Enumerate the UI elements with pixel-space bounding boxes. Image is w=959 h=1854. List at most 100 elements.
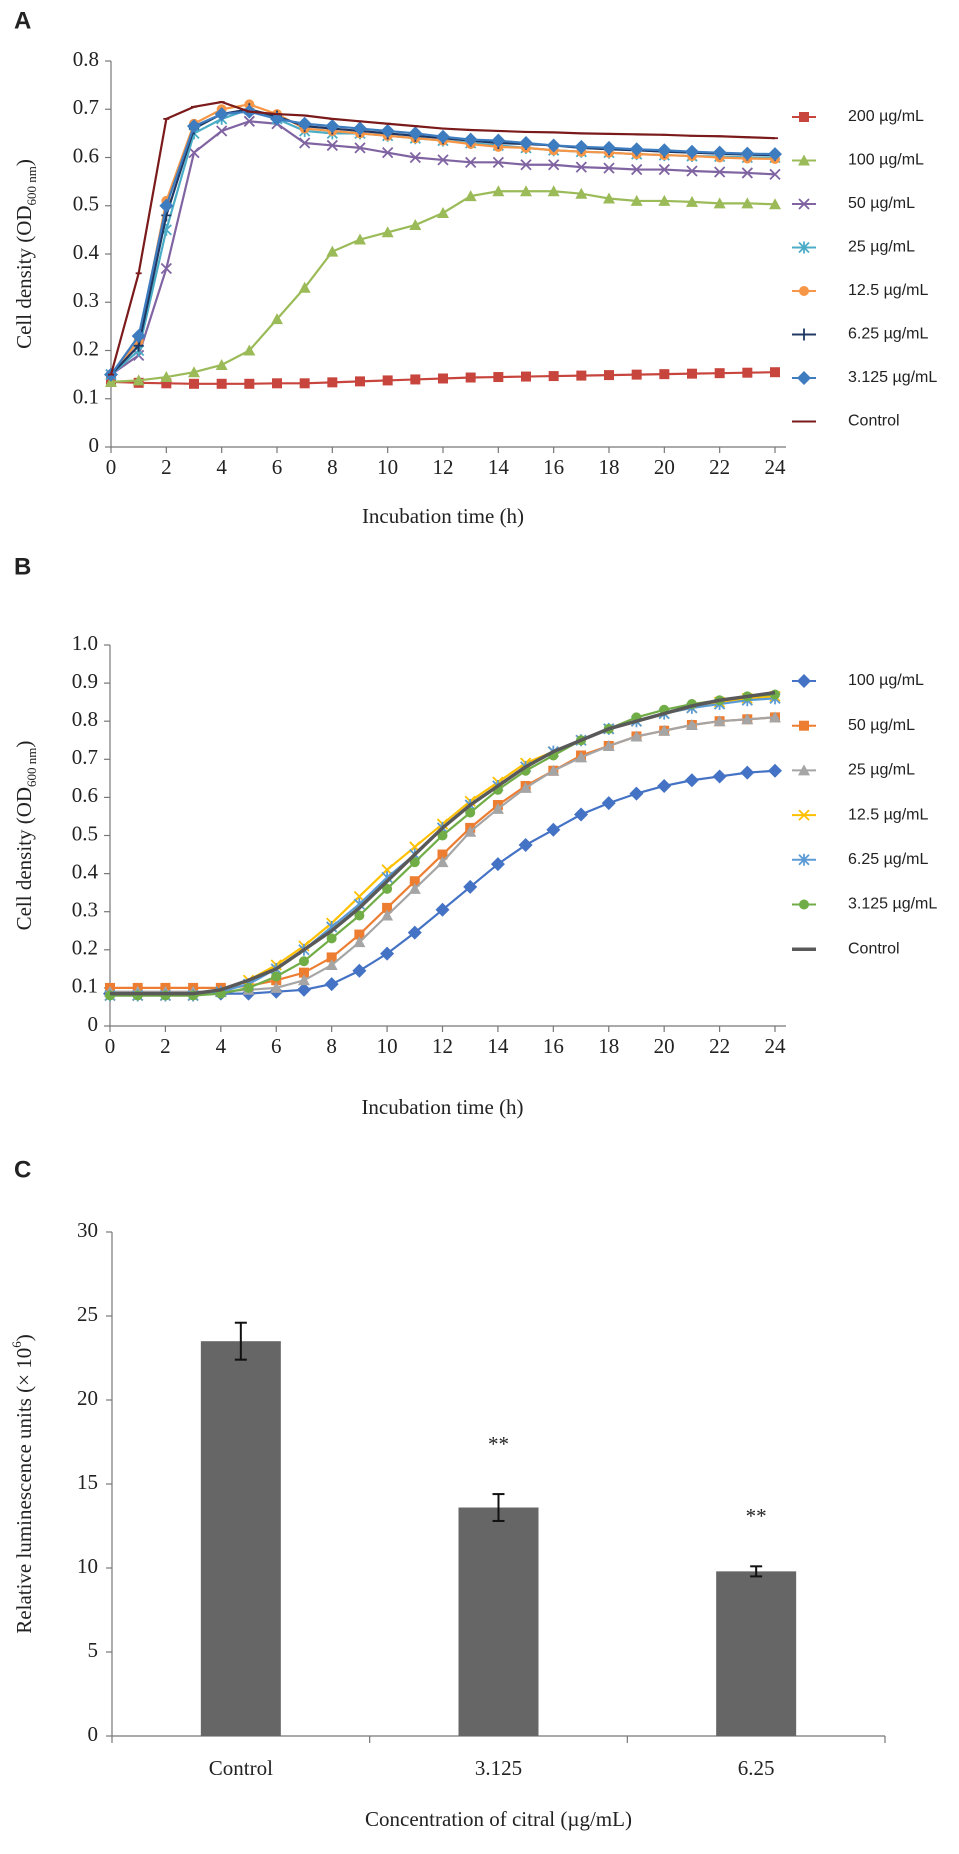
x-tick-label: 20	[654, 455, 675, 479]
data-point	[714, 368, 725, 379]
data-point	[548, 159, 560, 171]
series-line	[110, 108, 776, 376]
y-tick-label: 0.1	[72, 974, 98, 998]
y-tick-label: 0.8	[72, 707, 98, 731]
legend-marker	[798, 764, 810, 776]
data-point	[658, 194, 671, 206]
y-tick-label: 0.5	[72, 821, 98, 845]
data-point	[435, 902, 450, 917]
data-point	[408, 882, 421, 894]
data-point	[492, 156, 504, 168]
y-tick-label: 0.4	[73, 240, 100, 264]
data-point	[630, 730, 643, 742]
x-tick-label: 14	[488, 455, 510, 479]
y-tick-label: 0.9	[72, 669, 98, 693]
data-point	[354, 233, 366, 245]
data-point	[381, 909, 394, 921]
y-tick-label: 5	[88, 1638, 99, 1662]
data-point	[658, 724, 671, 736]
data-point	[243, 344, 256, 356]
data-point	[687, 368, 697, 379]
x-tick-label: 14	[487, 1034, 509, 1058]
data-point	[214, 107, 229, 122]
data-point	[547, 185, 560, 197]
legend-label: 100 µg/mL	[848, 152, 924, 169]
bar	[200, 1341, 281, 1736]
y-tick-label: 25	[77, 1302, 98, 1326]
x-tick-label: 22	[709, 1034, 730, 1058]
data-point	[465, 807, 476, 818]
data-point	[768, 147, 782, 162]
data-point	[436, 856, 449, 868]
data-point	[741, 167, 753, 179]
data-point	[409, 857, 420, 868]
y-axis-title: Cell density (OD600 nm)	[12, 741, 40, 931]
y-tick-label: 0.1	[73, 385, 99, 409]
y-tick-label: 10	[77, 1554, 98, 1578]
data-point	[575, 161, 587, 173]
x-axis-title: Incubation time (h)	[362, 504, 524, 528]
data-point	[546, 138, 561, 153]
y-axis-title-text: Cell density (OD	[12, 787, 36, 930]
data-point	[520, 185, 532, 197]
x-tick-label: 10	[377, 455, 398, 479]
y-axis-title-end: )	[12, 159, 36, 166]
data-point	[437, 154, 449, 166]
legend-label: 6.25 µg/mL	[848, 326, 928, 343]
x-tick-label: 8	[327, 455, 338, 479]
data-point	[686, 165, 698, 177]
y-axis-title: Relative luminescence units (× 106)	[9, 1334, 35, 1633]
data-point	[160, 371, 173, 383]
series-line	[110, 697, 776, 997]
data-point	[714, 166, 726, 178]
data-point	[354, 142, 366, 154]
data-point	[437, 206, 449, 218]
legend-marker	[797, 674, 811, 688]
data-point	[742, 367, 753, 378]
data-point	[630, 194, 643, 206]
x-tick-label: Control	[209, 1756, 273, 1780]
legend-marker	[798, 198, 810, 210]
data-point	[741, 713, 754, 725]
data-point	[629, 142, 644, 157]
data-point	[574, 139, 589, 154]
data-point	[187, 119, 201, 134]
data-point	[657, 143, 672, 158]
data-point	[353, 121, 367, 136]
legend-label: 12.5 µg/mL	[848, 806, 928, 823]
data-point	[325, 959, 338, 971]
data-point	[326, 139, 338, 152]
data-point	[659, 369, 670, 380]
data-point	[657, 778, 672, 793]
legend-marker	[799, 286, 809, 296]
x-tick-label: 4	[216, 1034, 227, 1058]
data-point	[326, 952, 337, 963]
data-point	[520, 159, 532, 171]
data-point	[355, 376, 365, 387]
x-tick-label: 10	[377, 1034, 398, 1058]
data-point	[464, 190, 477, 202]
y-tick-label: 0.2	[72, 936, 98, 960]
data-point	[631, 163, 643, 176]
y-tick-label: 20	[77, 1386, 98, 1410]
data-point	[382, 375, 393, 386]
series-line	[110, 695, 776, 997]
data-point	[244, 378, 255, 389]
data-point	[770, 367, 780, 378]
data-point	[216, 378, 227, 389]
y-tick-label: 1.0	[72, 631, 98, 655]
data-point	[270, 981, 283, 993]
x-tick-label: 0	[105, 1034, 116, 1058]
data-point	[575, 187, 588, 199]
error-bar	[234, 1321, 247, 1361]
data-point	[492, 185, 505, 197]
legend-marker	[799, 899, 809, 910]
legend-label: Control	[848, 413, 900, 430]
data-point	[658, 163, 670, 176]
data-point	[713, 197, 726, 209]
data-point	[407, 925, 422, 940]
y-tick-label: 0	[88, 1012, 99, 1036]
data-point	[409, 219, 422, 231]
y-tick-label: 0	[88, 1722, 99, 1746]
legend-label: 25 µg/mL	[848, 762, 915, 779]
